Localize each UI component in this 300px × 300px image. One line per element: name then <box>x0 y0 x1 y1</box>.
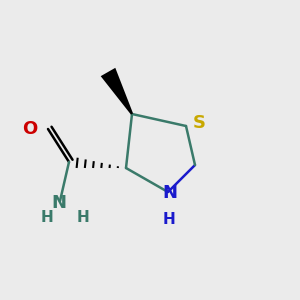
Text: N: N <box>51 194 66 211</box>
Text: S: S <box>193 114 206 132</box>
Polygon shape <box>101 68 133 115</box>
Text: H: H <box>40 210 53 225</box>
Text: N: N <box>162 184 177 202</box>
Text: H: H <box>163 212 176 226</box>
Text: O: O <box>22 120 38 138</box>
Text: H: H <box>76 210 89 225</box>
